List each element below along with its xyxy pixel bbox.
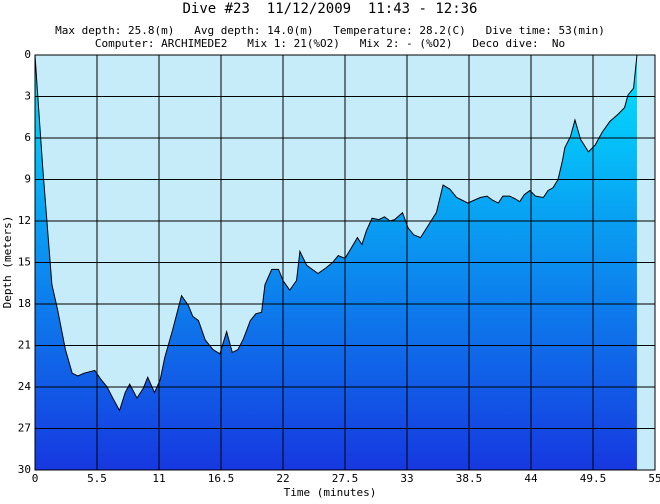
x-tick-label: 33 [400,472,413,485]
depth-line [34,54,638,412]
x-tick-label: 0 [32,472,39,485]
y-tick-label: 18 [18,297,31,310]
x-tick-label: 27.5 [332,472,359,485]
y-tick-label: 15 [18,256,31,269]
x-tick-label: 38.5 [456,472,483,485]
y-tick-label: 6 [24,131,31,144]
x-tick-label: 55 [648,472,660,485]
y-tick-label: 30 [18,463,31,476]
y-tick-label: 9 [24,173,31,186]
y-axis-label: Depth (meters) [1,216,14,309]
plot-border [34,54,656,471]
subtitle: Max depth: 25.8(m) Avg depth: 14.0(m) Te… [55,24,605,37]
chart-title: Dive #23 11/12/2009 11:43 - 12:36 [182,1,477,17]
x-tick-label: 5.5 [87,472,107,485]
x-tick-label: 22 [276,472,289,485]
x-tick-label: 44 [524,472,538,485]
subtitle: Computer: ARCHIMEDE2 Mix 1: 21(%O2) Mix … [95,37,565,50]
y-tick-label: 3 [24,90,31,103]
x-axis-label: Time (minutes) [284,486,377,499]
x-tick-label: 49.5 [580,472,607,485]
y-tick-label: 24 [18,380,32,393]
x-tick-label: 11 [152,472,165,485]
y-tick-label: 0 [24,48,31,61]
x-tick-label: 16.5 [208,472,235,485]
y-tick-label: 27 [18,422,31,435]
y-tick-label: 12 [18,214,31,227]
y-tick-label: 21 [18,339,31,352]
